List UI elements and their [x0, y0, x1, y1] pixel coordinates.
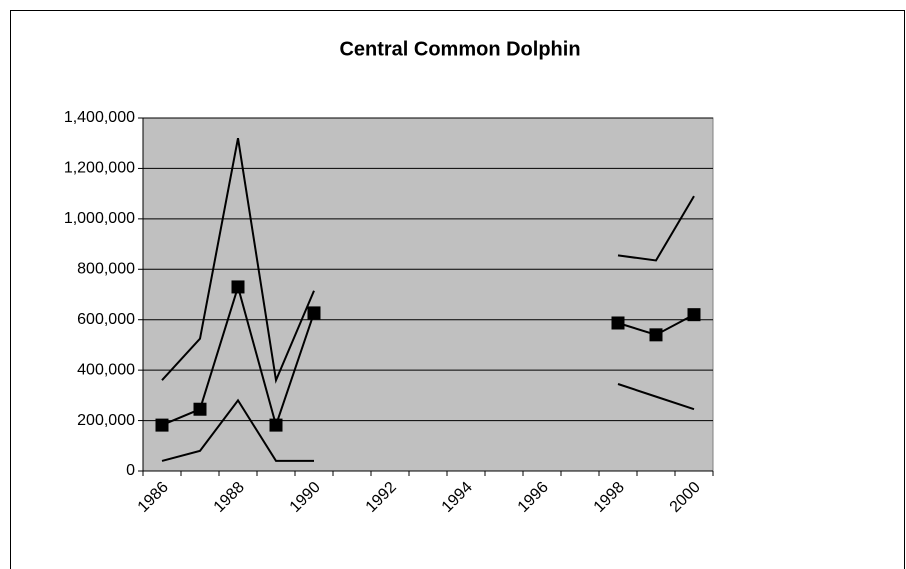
series-line — [161, 137, 695, 384]
y-tick-label: 200,000 — [77, 412, 135, 429]
chart-title: Central Common Dolphin — [339, 38, 580, 60]
marker — [269, 418, 283, 432]
plot-area — [142, 117, 714, 472]
marker — [611, 316, 625, 330]
marker — [687, 308, 701, 322]
y-tick-label: 1,000,000 — [64, 210, 135, 227]
marker — [307, 306, 321, 320]
y-tick-label: 600,000 — [77, 311, 135, 328]
y-tick-label: 0 — [126, 462, 135, 479]
series-line — [161, 383, 695, 462]
y-tick-label: 1,200,000 — [64, 160, 135, 177]
y-tick-label: 1,400,000 — [64, 109, 135, 126]
marker — [649, 328, 663, 342]
y-tick-label: 800,000 — [77, 261, 135, 278]
marker — [231, 280, 245, 294]
y-tick-label: 400,000 — [77, 361, 135, 378]
marker — [193, 402, 207, 416]
marker — [155, 418, 169, 432]
